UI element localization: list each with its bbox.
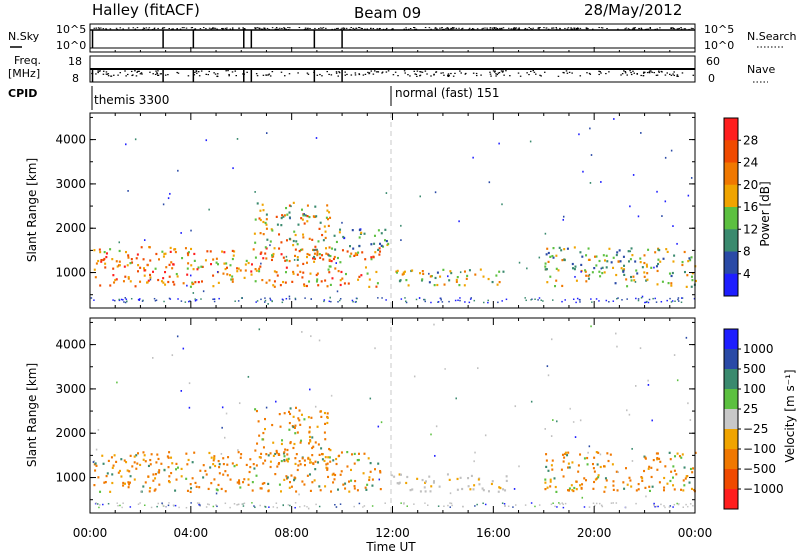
velocity-echo-region-2 xyxy=(393,473,508,493)
nsky-noise-trace xyxy=(93,27,694,30)
freq-panel: Freq. [MHz] 18 8 60 0 Nave xyxy=(8,54,775,85)
date-title: 28/May/2012 xyxy=(584,1,682,19)
nsearch-label: N.Search xyxy=(747,30,797,43)
power-echo-cells xyxy=(90,118,697,305)
velocity-colorbar-tick-0: 1000 xyxy=(743,342,774,356)
power-colorbar: 28 24 20 16 12 8 4 xyxy=(723,117,758,297)
power-colorbar-label: Power [dB] xyxy=(758,181,772,246)
nsky-label: N.Sky xyxy=(8,30,40,43)
power-colorbar-tick-3: 16 xyxy=(743,200,758,214)
power-x-ticks xyxy=(89,113,696,308)
station-title: Halley (fitACF) xyxy=(92,1,200,19)
power-echo-region-3 xyxy=(395,268,505,287)
power-ytick-0: 1000 xyxy=(55,266,86,280)
velocity-echo-region-3 xyxy=(544,451,697,494)
time-tick-3: 12:00 xyxy=(375,526,410,540)
velocity-colorbar-label: Velocity [m s⁻¹] xyxy=(783,369,797,462)
power-echo-region-2 xyxy=(333,228,390,252)
time-tick-1: 04:00 xyxy=(174,526,209,540)
power-echo-region-1 xyxy=(253,201,332,261)
freq-label-line1: Freq. xyxy=(14,54,41,67)
time-tick-5: 20:00 xyxy=(577,526,612,540)
velocity-ytick-3: 4000 xyxy=(55,338,86,352)
velocity-colorbar-tick-1: 500 xyxy=(743,362,766,376)
time-axis-labels: 00:00 04:00 08:00 12:00 16:00 20:00 00:00 xyxy=(73,526,713,540)
cpid-label-themis: themis 3300 xyxy=(94,93,169,107)
cpid-label-normal: normal (fast) 151 xyxy=(395,86,499,100)
velocity-echo-region-1 xyxy=(254,406,332,467)
nave-axis-hi: 60 xyxy=(706,55,720,68)
nsky-panel: N.Sky 10^5 10^0 N.Search 10^5 10^0 xyxy=(8,23,797,82)
power-y-ticks: 1000 2000 3000 4000 xyxy=(55,116,695,296)
freq-axis-hi: 18 xyxy=(68,55,82,68)
velocity-colorbar-tick-2: 100 xyxy=(743,382,766,396)
time-axis-title: Time UT xyxy=(365,540,416,554)
cpid-row: CPID themis 3300 normal (fast) 151 xyxy=(8,86,499,110)
velocity-y-ticks: 1000 2000 3000 4000 xyxy=(55,321,695,501)
velocity-colorbar-tick-7: −1000 xyxy=(743,482,784,496)
freq-label-line2: [MHz] xyxy=(8,67,40,80)
beam-title: Beam 09 xyxy=(354,4,421,22)
cpid-label: CPID xyxy=(8,87,37,100)
freq-axis-lo: 8 xyxy=(72,72,79,85)
time-tick-0: 00:00 xyxy=(73,526,108,540)
velocity-ytick-1: 2000 xyxy=(55,426,86,440)
power-ytick-3: 4000 xyxy=(55,133,86,147)
power-ytick-2: 3000 xyxy=(55,177,86,191)
velocity-ytick-2: 3000 xyxy=(55,382,86,396)
nave-axis-lo: 0 xyxy=(708,72,715,85)
power-ylabel: Slant Range [km] xyxy=(25,158,39,262)
nsearch-axis-hi: 10^5 xyxy=(704,23,734,36)
power-colorbar-tick-2: 20 xyxy=(743,178,758,192)
velocity-colorbar-tick-6: −500 xyxy=(743,462,776,476)
velocity-colorbar-tick-4: −25 xyxy=(743,422,768,436)
velocity-colorbar-tick-3: 25 xyxy=(743,402,758,416)
power-colorbar-tick-1: 24 xyxy=(743,156,758,170)
nave-trace xyxy=(91,70,695,78)
nave-label: Nave xyxy=(747,63,775,76)
nsky-axis-lo: 10^0 xyxy=(56,39,86,52)
velocity-colorbar: 1000 500 100 25 −25 −100 −500 −1000 xyxy=(723,328,784,510)
nsky-axis-hi: 10^5 xyxy=(56,23,86,36)
power-echo-region-0 xyxy=(93,245,382,288)
time-tick-2: 08:00 xyxy=(274,526,309,540)
time-tick-4: 16:00 xyxy=(476,526,511,540)
velocity-panel: 1000 2000 3000 4000 Slant Range [km] xyxy=(25,317,697,514)
power-colorbar-tick-4: 12 xyxy=(743,222,758,236)
velocity-x-ticks xyxy=(89,318,696,513)
power-colorbar-tick-5: 8 xyxy=(743,245,751,259)
velocity-ytick-0: 1000 xyxy=(55,471,86,485)
time-tick-6: 00:00 xyxy=(678,526,713,540)
velocity-echo-cells xyxy=(92,323,697,510)
power-colorbar-tick-6: 4 xyxy=(743,267,751,281)
freq-mode-change-lines xyxy=(91,69,343,82)
velocity-ylabel: Slant Range [km] xyxy=(25,363,39,467)
nsearch-axis-lo: 10^0 xyxy=(704,39,734,52)
velocity-colorbar-tick-5: −100 xyxy=(743,442,776,456)
power-ytick-1: 2000 xyxy=(55,221,86,235)
velocity-echo-region-0 xyxy=(93,450,382,494)
power-echo-region-4 xyxy=(544,246,697,288)
power-panel: 1000 2000 3000 4000 Slant Range [km] xyxy=(25,112,697,309)
power-colorbar-tick-0: 28 xyxy=(743,133,758,147)
